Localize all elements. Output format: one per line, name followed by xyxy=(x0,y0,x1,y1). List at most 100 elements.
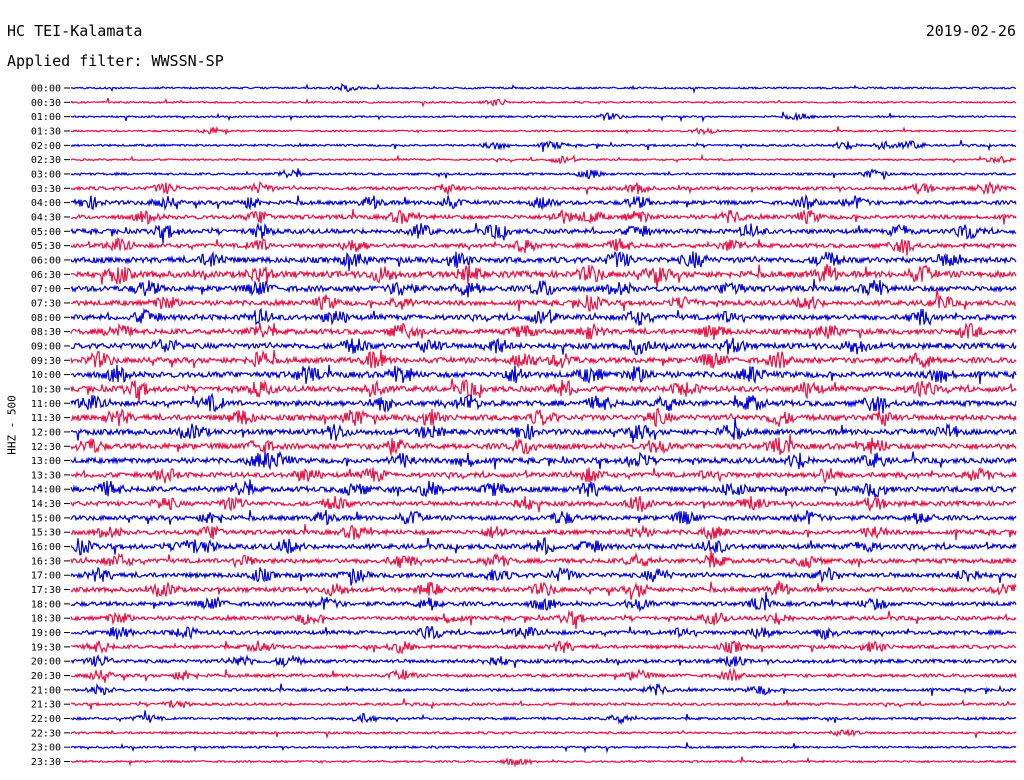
time-tick-label: 06:00 xyxy=(31,255,61,266)
time-tick-label: 20:30 xyxy=(31,671,61,682)
trace-2200 xyxy=(70,710,1017,726)
time-tick-label: 09:30 xyxy=(31,356,61,367)
time-tick-label: 05:00 xyxy=(31,227,61,238)
time-tick-label: 16:00 xyxy=(31,542,61,553)
trace-0130 xyxy=(70,125,1017,136)
time-tick-label: 04:00 xyxy=(31,198,61,209)
trace-1530 xyxy=(70,524,1017,541)
trace-0000 xyxy=(70,83,1017,94)
trace-0500 xyxy=(70,222,1017,244)
station-title: HC TEI-Kalamata xyxy=(7,22,143,40)
time-tick-label: 13:30 xyxy=(31,470,61,481)
time-tick-label: 18:30 xyxy=(31,614,61,625)
trace-2300 xyxy=(70,742,1017,754)
time-tick-label: 14:00 xyxy=(31,485,61,496)
trace-2100 xyxy=(70,682,1017,696)
trace-0100 xyxy=(70,111,1017,123)
time-tick-label: 03:00 xyxy=(31,169,61,180)
time-tick-label: 08:30 xyxy=(31,327,61,338)
trace-0930 xyxy=(70,349,1017,370)
time-tick-label: 17:00 xyxy=(31,571,61,582)
trace-0800 xyxy=(70,307,1017,326)
trace-0700 xyxy=(70,279,1017,298)
trace-1800 xyxy=(71,592,1017,613)
time-tick-label: 18:00 xyxy=(31,599,61,610)
time-tick-label: 00:30 xyxy=(31,98,61,109)
time-tick-label: 02:30 xyxy=(31,155,61,166)
time-tick-label: 10:00 xyxy=(31,370,61,381)
trace-1700 xyxy=(70,566,1017,586)
time-tick-label: 14:30 xyxy=(31,499,61,510)
date-label: 2019-02-26 xyxy=(925,22,1016,40)
time-tick-label: 06:30 xyxy=(31,270,61,281)
time-tick-label: 19:00 xyxy=(31,628,61,639)
time-tick-label: 15:00 xyxy=(31,513,61,524)
trace-0600 xyxy=(70,250,1017,272)
trace-2130 xyxy=(70,698,1017,710)
trace-0330 xyxy=(70,180,1017,197)
trace-0630 xyxy=(71,263,1017,289)
time-tick-label: 03:30 xyxy=(31,184,61,195)
trace-2330 xyxy=(70,756,1017,768)
trace-1400 xyxy=(70,479,1017,498)
time-tick-label: 00:00 xyxy=(31,84,61,95)
time-tick-label: 08:00 xyxy=(31,313,61,324)
trace-1500 xyxy=(70,509,1017,526)
trace-2230 xyxy=(70,729,1017,740)
time-tick-label: 12:30 xyxy=(31,442,61,453)
time-tick-label: 12:00 xyxy=(31,427,61,438)
trace-1600 xyxy=(70,537,1017,556)
time-tick-label: 22:30 xyxy=(31,728,61,739)
time-tick-label: 23:00 xyxy=(31,743,61,754)
time-tick-label: 16:30 xyxy=(31,556,61,567)
trace-0830 xyxy=(70,322,1017,341)
time-tick-label: 07:00 xyxy=(31,284,61,295)
time-tick-label: 21:00 xyxy=(31,685,61,696)
trace-0730 xyxy=(70,289,1017,312)
trace-0200 xyxy=(70,139,1016,152)
time-tick-label: 11:00 xyxy=(31,399,61,410)
time-tick-label: 19:30 xyxy=(31,642,61,653)
time-tick-label: 15:30 xyxy=(31,528,61,539)
time-tick-label: 13:00 xyxy=(31,456,61,467)
time-tick-label: 01:30 xyxy=(31,126,61,137)
time-tick-label: 01:00 xyxy=(31,112,61,123)
trace-0400 xyxy=(70,193,1017,211)
trace-1330 xyxy=(70,467,1017,485)
trace-0230 xyxy=(70,153,1017,165)
trace-1930 xyxy=(70,640,1017,655)
trace-0300 xyxy=(70,168,1017,180)
trace-0030 xyxy=(70,97,1016,108)
trace-0900 xyxy=(70,337,1017,356)
time-tick-label: 04:30 xyxy=(31,212,61,223)
trace-1300 xyxy=(70,450,1017,471)
trace-1000 xyxy=(70,364,1017,385)
time-tick-label: 07:30 xyxy=(31,298,61,309)
trace-1630 xyxy=(70,550,1017,569)
time-tick-label: 05:30 xyxy=(31,241,61,252)
time-tick-label: 10:30 xyxy=(31,384,61,395)
time-tick-label: 22:00 xyxy=(31,714,61,725)
trace-1730 xyxy=(70,579,1017,600)
trace-2000 xyxy=(70,654,1017,669)
trace-1430 xyxy=(70,495,1017,513)
trace-0530 xyxy=(70,237,1017,256)
trace-2030 xyxy=(70,667,1017,683)
trace-1130 xyxy=(70,407,1017,428)
trace-1830 xyxy=(70,609,1017,629)
time-tick-label: 11:30 xyxy=(31,413,61,424)
time-tick-label: 21:30 xyxy=(31,700,61,711)
time-tick-label: 17:30 xyxy=(31,585,61,596)
time-tick-label: 09:00 xyxy=(31,341,61,352)
time-tick-label: 02:00 xyxy=(31,141,61,152)
time-tick-label: 20:00 xyxy=(31,657,61,668)
trace-1900 xyxy=(70,625,1017,641)
trace-1030 xyxy=(70,378,1017,404)
trace-0430 xyxy=(70,209,1017,225)
trace-1100 xyxy=(70,392,1017,414)
trace-1230 xyxy=(70,433,1017,456)
trace-1200 xyxy=(70,417,1017,443)
filter-label: Applied filter: WWSSN-SP xyxy=(7,52,224,70)
time-tick-label: 23:30 xyxy=(31,757,61,768)
